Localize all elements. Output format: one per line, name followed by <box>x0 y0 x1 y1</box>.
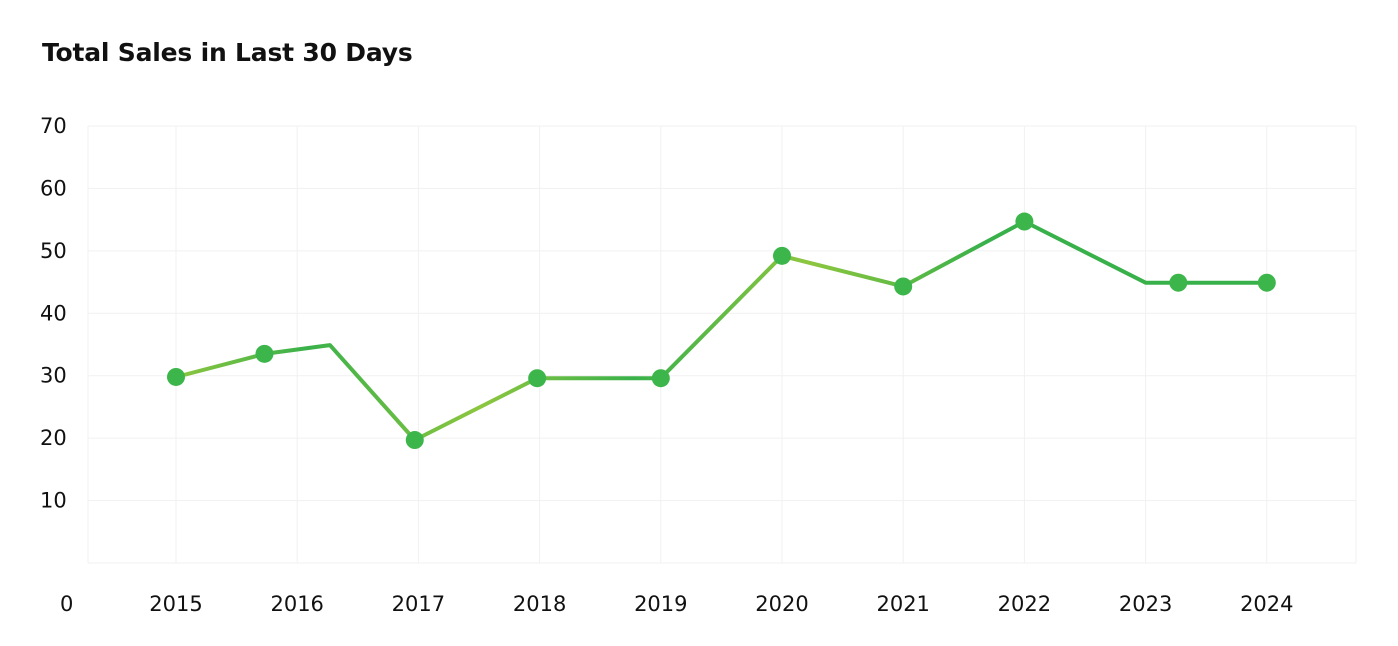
y-tick-label-4: 50 <box>40 239 67 263</box>
x-tick-label-2019: 2019 <box>634 592 687 616</box>
y-tick-label-0: 10 <box>40 489 67 513</box>
x-tick-label-2022: 2022 <box>998 592 1051 616</box>
x-axis: 0 2015 2016 2017 2018 2019 2020 2021 2022 2023 202… <box>60 592 1294 616</box>
x-tick-label-2020: 2020 <box>755 592 808 616</box>
chart-title: Total Sales in Last 30 Days <box>42 38 413 67</box>
x-tick-label-2015: 2015 <box>149 592 202 616</box>
y-tick-label-2: 30 <box>40 364 67 388</box>
y-tick-label-5: 60 <box>40 176 67 200</box>
y-tick-label-3: 40 <box>40 301 67 325</box>
sales-line <box>174 219 1269 442</box>
x-tick-label-2017: 2017 <box>392 592 445 616</box>
y-tick-label-6: 70 <box>40 114 67 138</box>
data-point-2018 <box>528 369 547 388</box>
y-axis: 10 20 30 40 50 60 70 <box>40 114 67 513</box>
data-point-2016 <box>255 344 274 363</box>
data-point-2017 <box>405 431 424 450</box>
data-point-2024 <box>1257 273 1276 292</box>
grid-lines <box>87 125 1357 564</box>
data-point-2022 <box>1015 212 1034 231</box>
x-tick-label-2021: 2021 <box>876 592 929 616</box>
x-tick-label-2024: 2024 <box>1240 592 1293 616</box>
sales-series <box>167 212 1276 450</box>
x-tick-label-2016: 2016 <box>270 592 323 616</box>
y-tick-label-1: 20 <box>40 426 67 450</box>
x-tick-label-2023: 2023 <box>1119 592 1172 616</box>
data-point-2020 <box>773 246 791 265</box>
data-point-2023 <box>1169 273 1188 292</box>
data-point-2021 <box>894 277 913 296</box>
data-point-2015 <box>167 367 185 386</box>
x-origin-label: 0 <box>60 592 73 616</box>
data-point-2019 <box>651 369 670 388</box>
x-tick-label-2018: 2018 <box>513 592 566 616</box>
